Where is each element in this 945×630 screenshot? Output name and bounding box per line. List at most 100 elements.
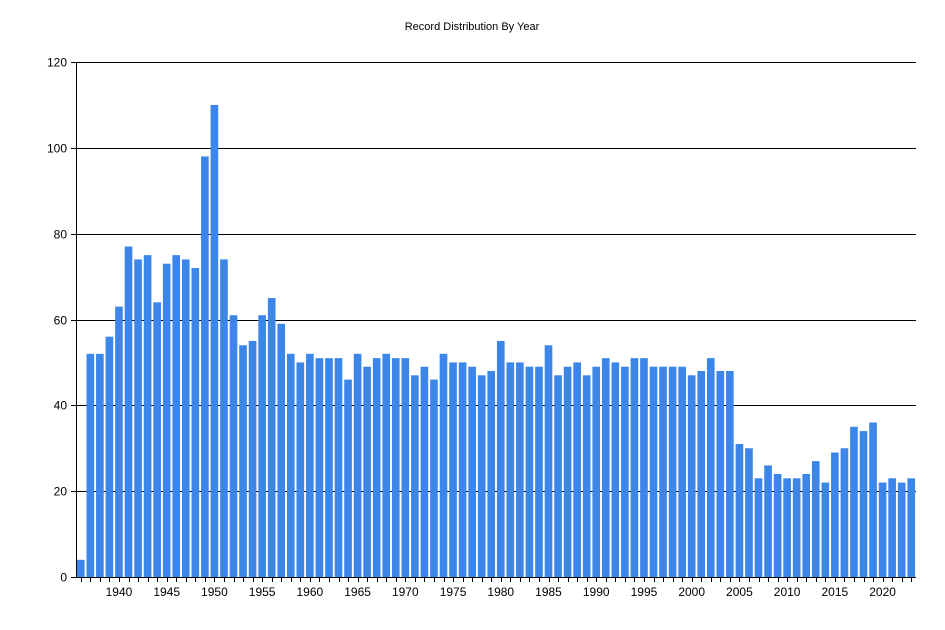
x-tick-label: 1975 [440, 585, 467, 599]
bar [420, 366, 429, 577]
bar [668, 366, 677, 577]
bar [239, 345, 247, 577]
bar [601, 358, 610, 578]
bar [315, 358, 324, 578]
y-tick-label: 60 [54, 314, 68, 328]
bar [210, 104, 219, 578]
bar [554, 375, 562, 577]
x-tick-label: 2010 [774, 585, 801, 599]
bar [850, 426, 858, 577]
bar [115, 306, 123, 578]
bar [277, 323, 286, 577]
y-tick-label: 120 [47, 56, 67, 70]
bar [773, 474, 782, 577]
x-tick-label: 1970 [392, 585, 419, 599]
bar [745, 448, 753, 577]
bar [764, 465, 772, 577]
y-tick-label: 20 [54, 485, 68, 499]
bar [687, 375, 696, 577]
bar [506, 362, 515, 577]
x-tick-label: 2020 [869, 585, 896, 599]
bar [535, 366, 543, 577]
bar [334, 358, 343, 578]
bar [401, 358, 410, 578]
bar [525, 366, 534, 577]
bar [430, 379, 438, 577]
bar [516, 362, 524, 577]
bar [391, 358, 400, 578]
bar [582, 375, 591, 577]
bar [353, 353, 362, 577]
bar [124, 246, 133, 578]
bar [143, 255, 152, 578]
x-tick-label: 2005 [726, 585, 753, 599]
bar [220, 259, 228, 577]
x-tick-label: 2015 [822, 585, 849, 599]
bar [897, 482, 906, 577]
x-tick-label: 1965 [344, 585, 371, 599]
x-tick-label: 1990 [583, 585, 610, 599]
bar [344, 379, 352, 577]
bar [659, 366, 667, 577]
bar [859, 431, 868, 577]
bar [611, 362, 620, 577]
bar [840, 448, 849, 577]
bar [286, 353, 295, 577]
bar [191, 268, 200, 577]
bar [201, 156, 209, 578]
bar [468, 366, 476, 577]
bar [573, 362, 581, 577]
bar [96, 353, 104, 577]
bar [76, 559, 85, 577]
bar [706, 358, 715, 578]
bar [783, 478, 791, 577]
bar [831, 452, 839, 577]
bar [544, 345, 553, 577]
x-tick-label: 1945 [153, 585, 180, 599]
bar [382, 353, 391, 577]
bar [411, 375, 419, 577]
bar [649, 366, 658, 577]
x-tick-label: 1960 [297, 585, 324, 599]
bar [563, 366, 572, 577]
bar [248, 340, 257, 577]
y-tick-label: 40 [54, 399, 68, 413]
x-axis: 1940 1945 1950 1955 1960 1965 1970 1975 1980 1985… [76, 577, 916, 599]
bar [878, 482, 887, 577]
bar [888, 478, 896, 577]
bar [716, 371, 725, 577]
x-tick-label: 1955 [249, 585, 276, 599]
bar [306, 353, 314, 577]
bar [811, 461, 820, 578]
bar [735, 443, 744, 577]
chart-title: Record Distribution By Year [405, 21, 540, 33]
bar [754, 478, 763, 577]
bar [726, 371, 734, 577]
bar [477, 375, 486, 577]
bar [802, 474, 811, 577]
x-tick-label: 1980 [487, 585, 514, 599]
bar [907, 478, 916, 577]
bar [621, 366, 629, 577]
bar [640, 358, 648, 578]
bar [496, 340, 505, 577]
bar [258, 315, 266, 577]
bar [678, 366, 686, 577]
y-tick-label: 80 [54, 228, 68, 242]
bar [181, 259, 190, 577]
bar [172, 255, 181, 578]
bar [229, 315, 238, 577]
bar [630, 358, 639, 578]
x-tick-label: 1995 [631, 585, 658, 599]
bar [372, 358, 381, 578]
bar [449, 362, 457, 577]
bar [105, 336, 114, 577]
bar [363, 366, 371, 577]
x-tick-label: 1950 [201, 585, 228, 599]
y-tick-label: 100 [47, 142, 67, 156]
bar [267, 298, 276, 577]
bar [86, 353, 95, 577]
bars [76, 104, 916, 578]
bar [592, 366, 601, 577]
